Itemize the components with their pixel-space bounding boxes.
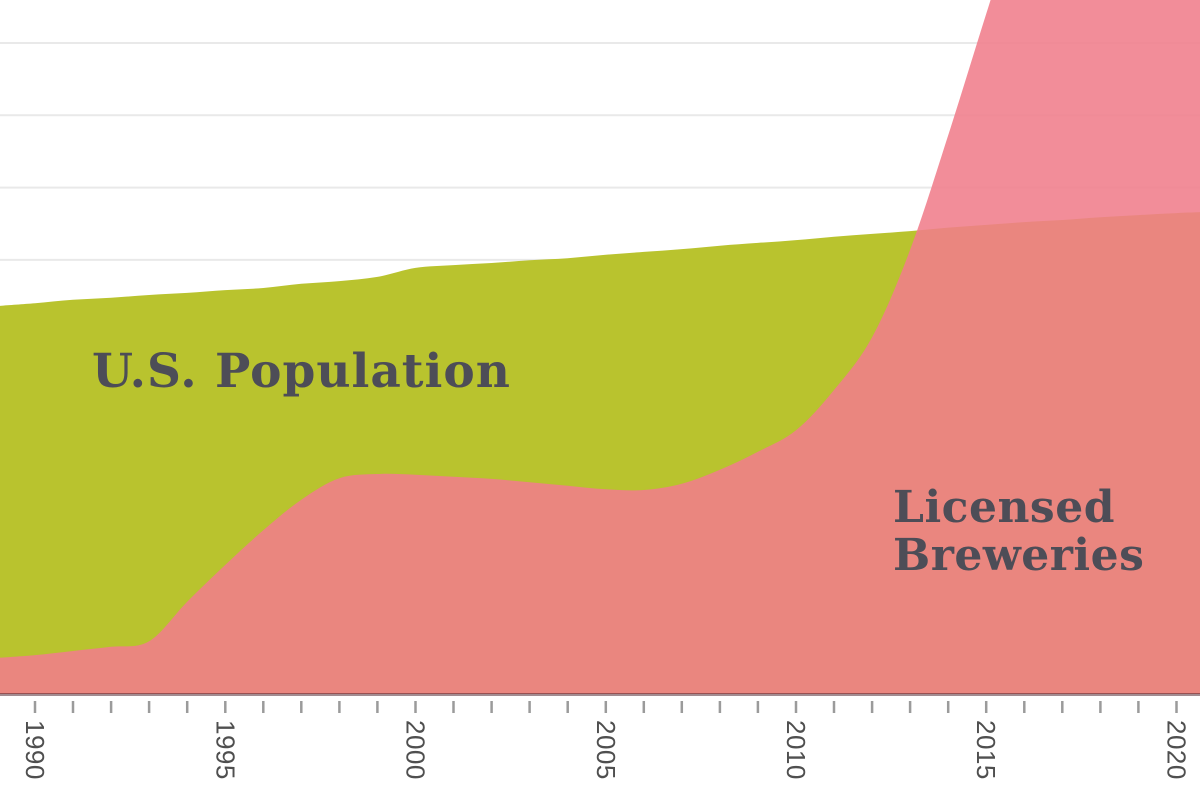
x-tick-label: 2015 [971,720,1001,780]
licensed-breweries-annotation-line1: Licensed [893,482,1115,533]
x-tick-label: 2020 [1162,720,1192,780]
licensed-breweries-annotation-line2: Breweries [893,530,1145,581]
x-tick-label: 1995 [210,720,240,780]
x-tick-label: 1990 [20,720,50,780]
licensed-breweries-annotation: Licensed Breweries [893,484,1144,580]
x-tick-label: 2000 [401,720,431,780]
x-tick-label: 2005 [591,720,621,780]
us-population-annotation: U.S. Population [92,344,511,399]
area-licensed-breweries [0,0,1200,694]
x-axis-ticks [33,701,1178,713]
x-axis-labels: 1990 1995 2000 2005 2010 2015 2020 [20,720,1192,780]
x-tick-label: 2010 [781,720,811,780]
